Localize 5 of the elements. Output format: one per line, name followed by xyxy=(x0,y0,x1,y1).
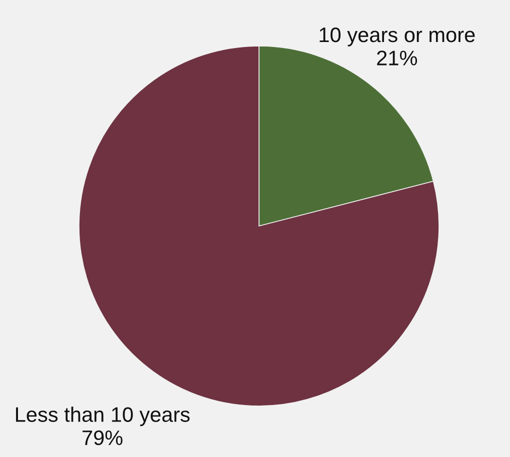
slice-label: Less than 10 years xyxy=(16,406,190,426)
pie-slice xyxy=(78,46,440,406)
slice-label: 10 years or more xyxy=(320,27,475,46)
data-label: 79% xyxy=(82,430,122,446)
data-label: 21% xyxy=(377,50,418,66)
